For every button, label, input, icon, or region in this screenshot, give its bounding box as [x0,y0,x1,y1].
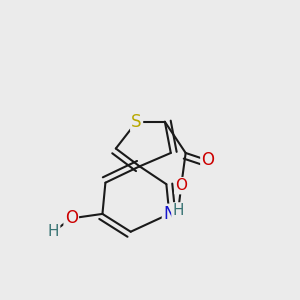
Text: S: S [131,113,142,131]
Text: O: O [175,178,187,193]
Text: H: H [48,224,59,239]
Text: H: H [172,203,184,218]
Text: N: N [163,205,176,223]
Text: O: O [202,152,214,169]
Text: O: O [65,209,78,227]
